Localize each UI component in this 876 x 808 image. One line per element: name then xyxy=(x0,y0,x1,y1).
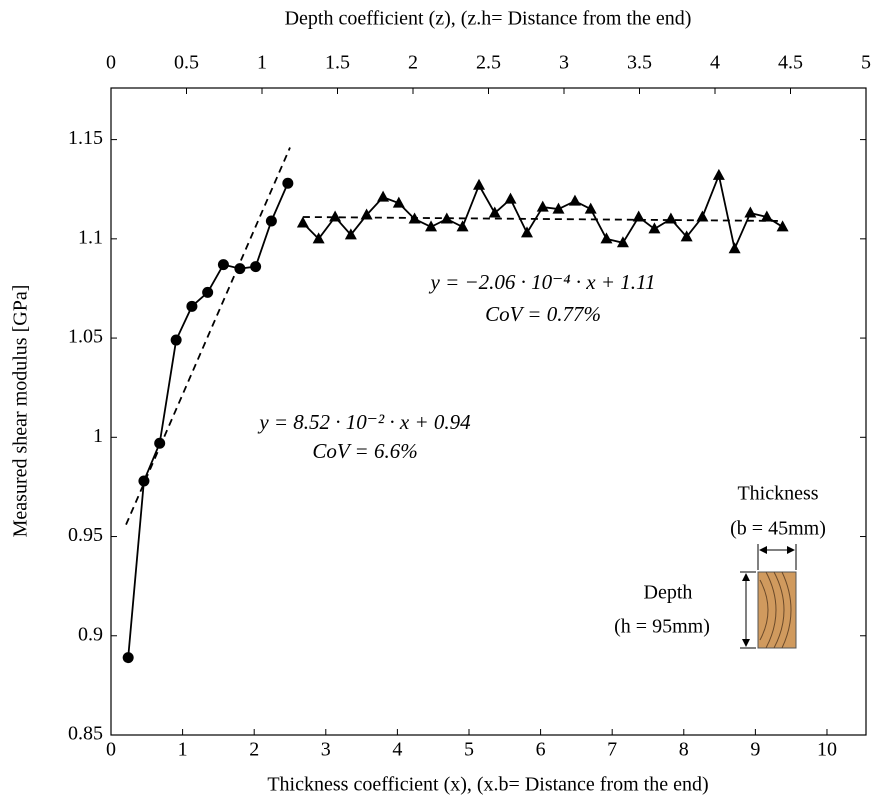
x-tick-label: 2 xyxy=(249,739,259,761)
marker xyxy=(377,190,390,202)
marker xyxy=(392,196,405,208)
marker xyxy=(154,437,166,449)
x2-tick-label: 4 xyxy=(710,52,720,74)
y-axis-label: Measured shear modulus [GPa] xyxy=(10,285,32,538)
fit-line xyxy=(125,147,291,525)
plot-frame xyxy=(110,87,867,736)
data-line xyxy=(302,172,784,252)
marker xyxy=(744,206,757,218)
marker xyxy=(138,475,150,487)
marker xyxy=(728,242,741,254)
marker xyxy=(265,215,277,227)
x-tick-label: 5 xyxy=(464,739,474,761)
x2-tick-label: 2.5 xyxy=(476,52,501,74)
y-tick-label: 1 xyxy=(93,425,103,447)
marker xyxy=(648,222,661,234)
y-tick-label: 0.9 xyxy=(78,623,103,645)
y-tick-label: 1.15 xyxy=(68,127,103,149)
inset-label: Depth xyxy=(644,582,693,604)
x-tick-label: 10 xyxy=(817,739,837,761)
marker xyxy=(440,212,453,224)
x2-tick-label: 1 xyxy=(257,52,267,74)
x-tick-label: 4 xyxy=(392,739,402,761)
marker xyxy=(202,286,214,298)
x2-tick-label: 3 xyxy=(559,52,569,74)
x-tick-label: 7 xyxy=(607,739,617,761)
wood-grain xyxy=(759,571,792,649)
marker xyxy=(234,263,246,275)
marker xyxy=(760,210,773,222)
x-axis-label: Thickness coefficient (x), (x.b= Distanc… xyxy=(267,774,708,796)
marker xyxy=(425,220,438,232)
x2-tick-label: 5 xyxy=(861,52,871,74)
x2-tick-label: 4.5 xyxy=(778,52,803,74)
marker xyxy=(600,232,613,244)
fit-cov: CoV = 6.6% xyxy=(312,439,417,463)
marker xyxy=(296,216,309,228)
marker xyxy=(568,194,581,206)
x-tick-label: 3 xyxy=(321,739,331,761)
marker xyxy=(186,300,198,312)
marker xyxy=(488,206,501,218)
marker xyxy=(312,232,325,244)
x-tick-label: 0 xyxy=(106,739,116,761)
marker xyxy=(504,192,517,204)
marker xyxy=(170,334,182,346)
marker xyxy=(217,259,229,271)
inset-label: (b = 45mm) xyxy=(730,518,826,540)
x2-axis-label: Depth coefficient (z), (z.h= Distance fr… xyxy=(285,8,692,30)
x2-tick-label: 1.5 xyxy=(325,52,350,74)
x2-tick-label: 0.5 xyxy=(174,52,199,74)
marker xyxy=(712,168,725,180)
marker xyxy=(473,178,486,190)
marker xyxy=(696,210,709,222)
marker xyxy=(250,261,262,273)
x2-tick-label: 3.5 xyxy=(627,52,652,74)
y-tick-label: 0.95 xyxy=(68,524,103,546)
marker xyxy=(536,200,549,212)
marker xyxy=(680,230,693,242)
x-tick-label: 1 xyxy=(178,739,188,761)
inset: Thickness (b = 45mm) Depth (h = 95mm) xyxy=(614,483,826,649)
x-tick-label: 6 xyxy=(536,739,546,761)
marker xyxy=(552,202,565,214)
fit-line xyxy=(302,216,783,222)
marker xyxy=(344,228,357,240)
marker xyxy=(282,177,294,189)
y-tick-label: 0.85 xyxy=(68,723,103,745)
inset-label: (h = 95mm) xyxy=(614,616,710,638)
marker xyxy=(329,210,342,222)
marker xyxy=(456,220,469,232)
x-tick-label: 9 xyxy=(750,739,760,761)
wood-block xyxy=(757,571,797,649)
inset-label: Thickness xyxy=(737,483,818,505)
marker xyxy=(584,202,597,214)
x2-tick-label: 2 xyxy=(408,52,418,74)
fit-equation: y = −2.06 · 10⁻⁴ · x + 1.11 xyxy=(429,270,656,294)
y-tick-label: 1.1 xyxy=(78,226,103,248)
fit-cov: CoV = 0.77% xyxy=(485,302,601,326)
marker xyxy=(664,212,677,224)
marker xyxy=(616,236,629,248)
y-tick-label: 1.05 xyxy=(68,326,103,348)
marker xyxy=(776,220,789,232)
x2-tick-label: 0 xyxy=(106,52,116,74)
marker xyxy=(122,652,134,664)
x-tick-label: 8 xyxy=(679,739,689,761)
marker xyxy=(632,210,645,222)
marker xyxy=(520,226,533,238)
fit-equation: y = 8.52 · 10⁻² · x + 0.94 xyxy=(257,410,471,434)
